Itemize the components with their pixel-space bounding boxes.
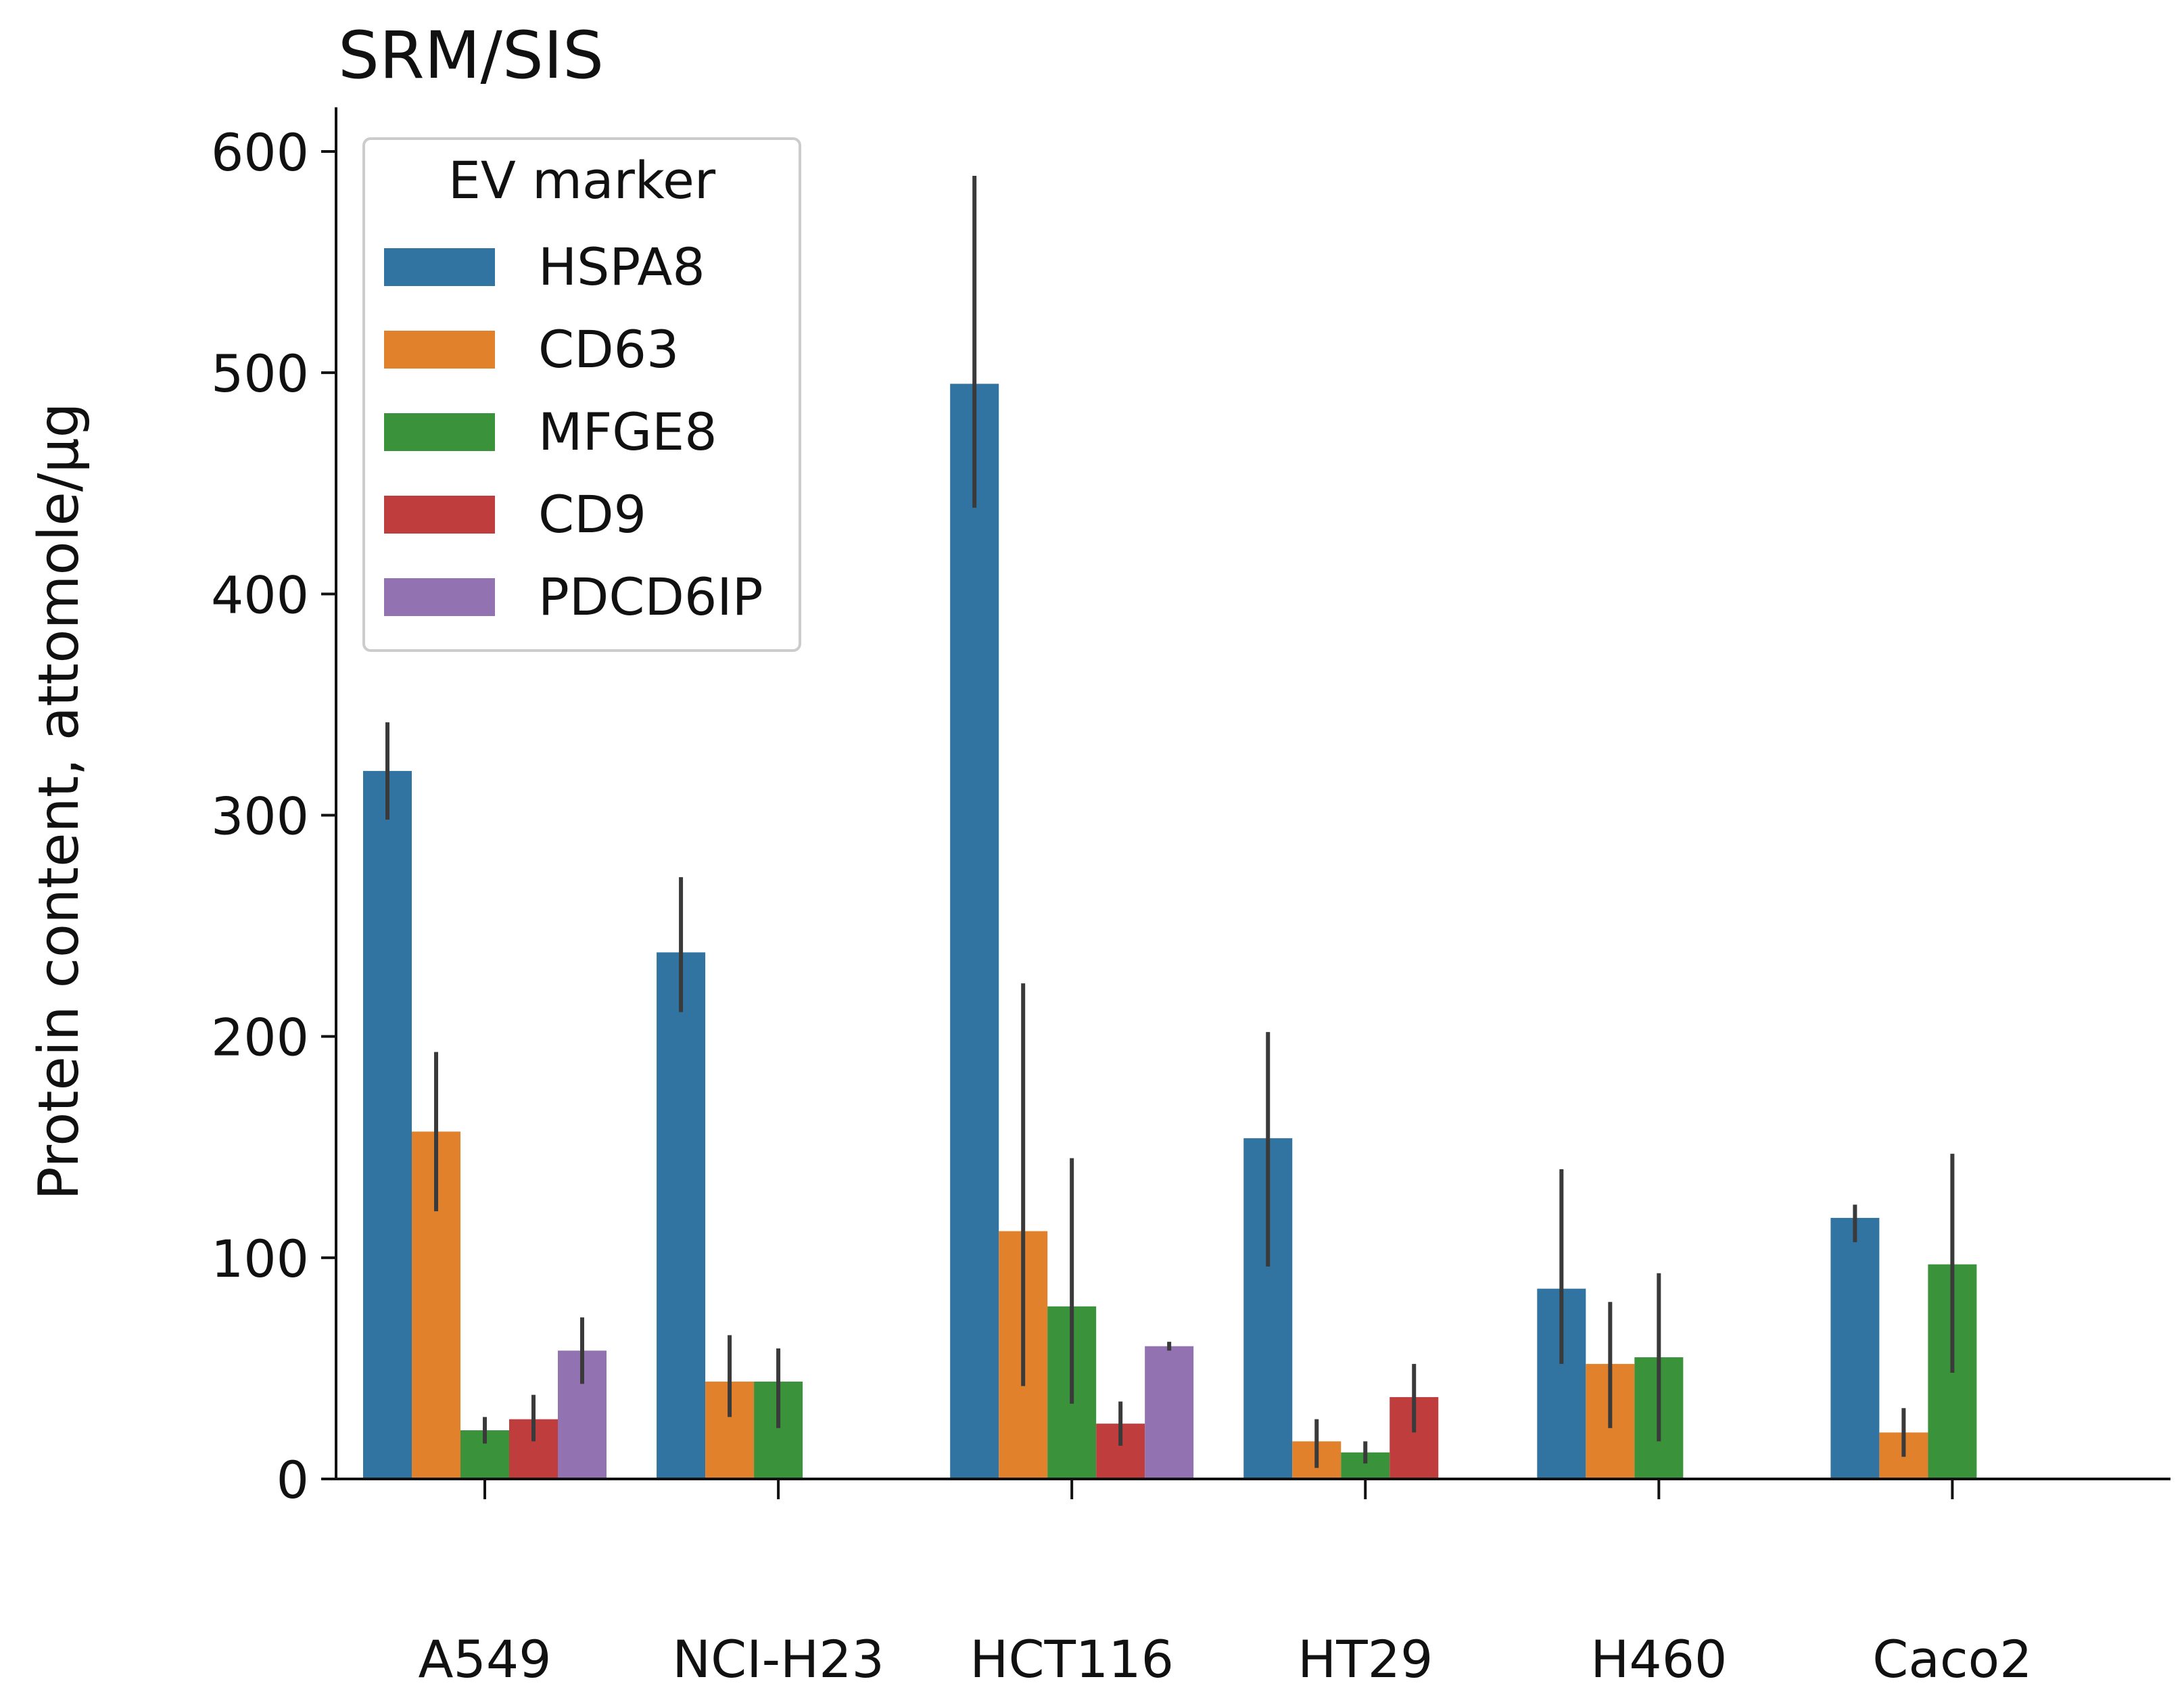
legend-label-cd63: CD63 [538, 319, 679, 379]
legend: EV marker HSPA8 CD63 MFGE8 CD9 PDCD6IP [362, 137, 801, 652]
legend-label-mfge8: MFGE8 [538, 402, 717, 462]
x-tick-label: H460 [1590, 1629, 1727, 1689]
bar-hspa8-caco2 [1830, 1217, 1880, 1479]
error-bars-layer [385, 175, 1955, 1468]
chart-title: SRM/SIS [338, 18, 604, 93]
y-axis: 0 100 200 300 400 500 600 [211, 107, 337, 1510]
x-tick-label: Caco2 [1872, 1629, 2032, 1689]
x-tick-label: HT29 [1298, 1629, 1433, 1689]
legend-label-pdcd6ip: PDCD6IP [538, 567, 763, 627]
legend-swatch-cd9 [384, 496, 495, 534]
y-tick-label: 400 [211, 565, 309, 625]
legend-swatch-pdcd6ip [384, 578, 495, 616]
y-tick-label: 200 [211, 1008, 309, 1068]
bar-pdcd6ip-hct116 [1145, 1346, 1194, 1479]
bar-hspa8-nci-h23 [657, 952, 706, 1479]
bar-hspa8-a549 [363, 771, 412, 1479]
legend-title: EV marker [448, 150, 716, 210]
y-axis-label: Protein content, attomole/µg [27, 402, 91, 1200]
y-tick-label: 0 [277, 1450, 309, 1510]
y-tick-label: 600 [211, 122, 309, 183]
x-tick-label: HCT116 [970, 1629, 1174, 1689]
legend-swatch-hspa8 [384, 248, 495, 286]
x-axis: A549 NCI-H23 HCT116 HT29 H460 Caco2 [336, 1478, 2170, 1689]
bars-layer [363, 383, 1977, 1479]
y-tick-label: 300 [211, 786, 309, 847]
x-tick-label: A549 [418, 1629, 551, 1689]
legend-label-cd9: CD9 [538, 484, 646, 544]
bar-hspa8-hct116 [950, 383, 999, 1479]
y-tick-label: 100 [211, 1229, 309, 1289]
legend-swatch-cd63 [384, 331, 495, 369]
legend-label-hspa8: HSPA8 [538, 237, 705, 297]
legend-swatch-mfge8 [384, 413, 495, 451]
x-tick-label: NCI-H23 [672, 1629, 884, 1689]
y-tick-label: 500 [211, 344, 309, 404]
